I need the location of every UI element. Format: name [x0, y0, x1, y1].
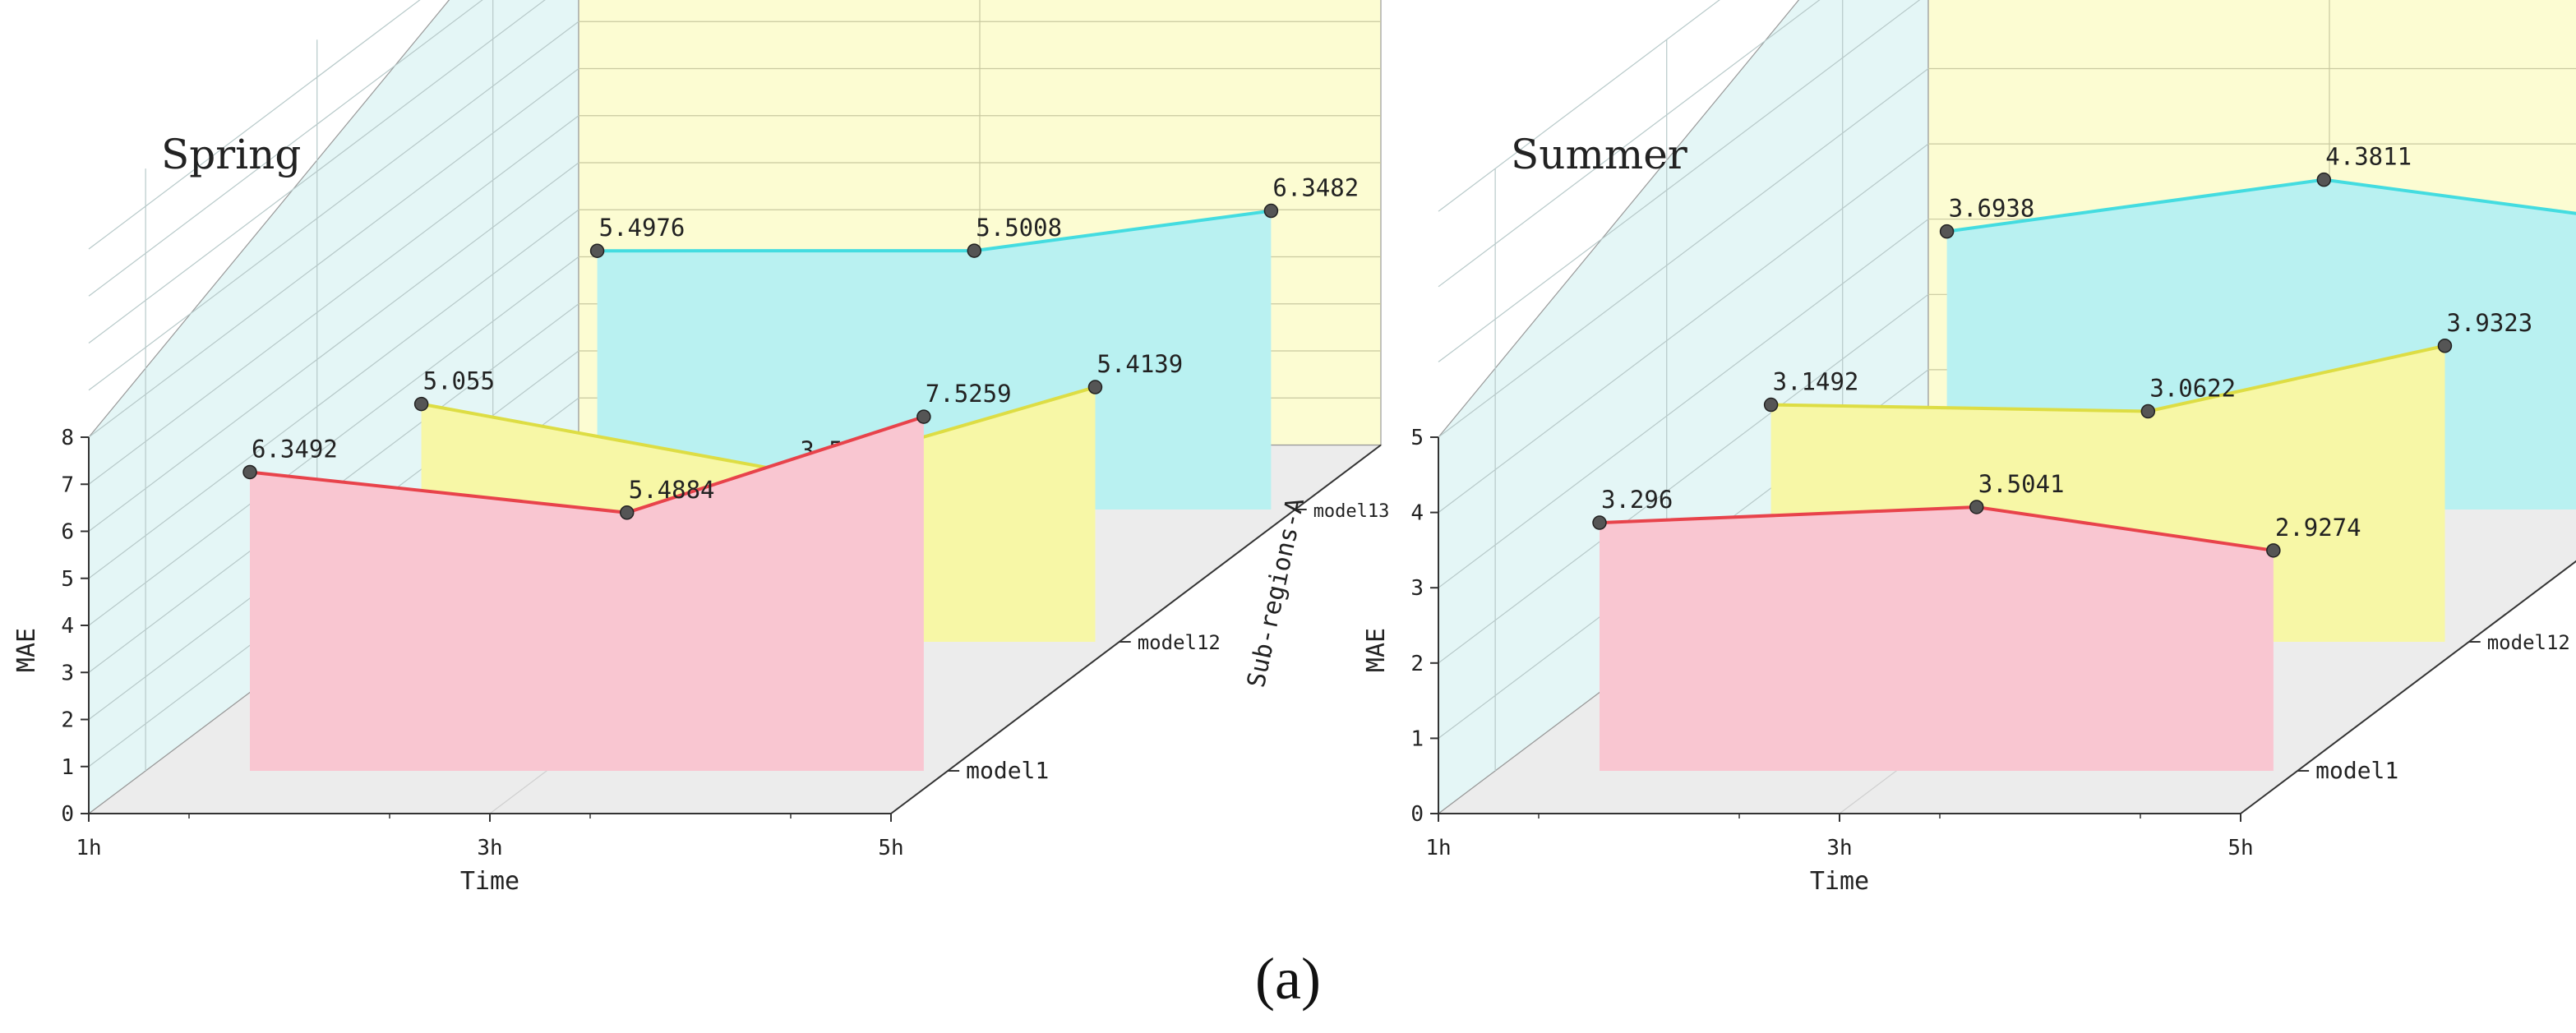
area-model13 — [597, 210, 1272, 510]
x-tick-label: 3h — [477, 836, 502, 860]
point-model12 — [413, 396, 429, 412]
chart-summer: 3.69384.38113.85413.14923.06223.93233.29… — [1362, 0, 2576, 896]
data-label: 4.3811 — [2325, 143, 2412, 171]
left-wall-gridline — [88, 209, 579, 579]
y-tick-label: 1 — [1410, 726, 1424, 751]
data-label: 3.5041 — [1978, 470, 2065, 498]
z-axis — [2240, 560, 2576, 814]
y-tick-label: 3 — [1410, 576, 1424, 601]
left-wall-gridline — [88, 21, 579, 391]
point-model1 — [2266, 543, 2281, 558]
data-label: 5.4976 — [599, 214, 686, 242]
point-model13 — [589, 243, 605, 258]
chart-spring: 5.49765.50086.34825.0553.58135.41396.349… — [12, 0, 1389, 896]
z-tick-label: model12 — [2487, 631, 2570, 654]
y-axis-title: MAE — [1362, 628, 1391, 672]
point-model1 — [1592, 515, 1607, 530]
point-model12 — [2140, 404, 2156, 419]
data-label: 5.5008 — [976, 214, 1062, 242]
x-tick-label: 3h — [1826, 836, 1852, 860]
z-tick-label: model1 — [966, 757, 1049, 784]
area-model1 — [250, 417, 924, 771]
point-model1 — [242, 464, 257, 480]
y-tick-label: 2 — [1410, 652, 1424, 676]
left-wall-gridline — [88, 0, 546, 344]
y-tick-label: 2 — [61, 708, 74, 733]
y-tick-label: 3 — [61, 661, 74, 685]
data-label: 5.055 — [423, 367, 495, 395]
data-label: 5.4884 — [629, 476, 715, 504]
left-wall-gridline — [88, 256, 579, 626]
left-wall-gridline — [88, 0, 421, 250]
data-label: 3.296 — [1601, 486, 1673, 514]
left-wall-gridline — [88, 0, 483, 297]
left-wall-gridline — [1438, 0, 1821, 288]
x-axis-title: Time — [1810, 867, 1869, 896]
left-wall-gridline — [88, 68, 579, 438]
data-label: 3.0622 — [2149, 375, 2236, 403]
left-wall-gridline — [1438, 143, 1929, 514]
x-axis-title: Time — [460, 867, 519, 896]
x-tick-label: 5h — [878, 836, 903, 860]
y-tick-label: 4 — [1410, 501, 1424, 526]
point-model1 — [916, 409, 931, 424]
left-wall-gridline — [88, 115, 579, 485]
x-tick-label: 1h — [76, 836, 101, 860]
data-label: 3.1492 — [1773, 368, 1859, 396]
y-axis-title: MAE — [12, 628, 41, 672]
z-tick-label: model1 — [2315, 757, 2398, 784]
point-model13 — [2316, 172, 2332, 187]
x-tick-label: 5h — [2227, 836, 2253, 860]
data-label: 2.9274 — [2275, 514, 2361, 542]
x-tick-label: 1h — [1425, 836, 1451, 860]
area-model1 — [1600, 507, 2274, 771]
left-wall-gridline — [1438, 68, 1929, 438]
chart-title: Summer — [1511, 131, 1687, 178]
y-tick-label: 1 — [61, 755, 74, 780]
data-label: 5.4139 — [1096, 350, 1183, 378]
point-model13 — [1939, 224, 1955, 239]
data-label: 3.6938 — [1949, 195, 2035, 223]
figure-caption: (a) — [1255, 946, 1321, 1012]
left-wall-gridline — [1438, 0, 1720, 212]
data-label: 7.5259 — [926, 380, 1012, 408]
y-tick-label: 7 — [61, 473, 74, 497]
y-tick-label: 5 — [61, 567, 74, 592]
point-model13 — [967, 243, 982, 258]
z-axis — [890, 444, 1382, 814]
data-label: 3.9323 — [2446, 309, 2532, 337]
y-tick-label: 6 — [61, 520, 74, 545]
y-tick-label: 8 — [61, 426, 74, 450]
left-wall-gridline — [88, 162, 579, 532]
left-wall-gridline — [1438, 0, 1921, 362]
point-model1 — [1969, 500, 1984, 514]
point-model12 — [1087, 380, 1103, 394]
point-model12 — [1763, 397, 1779, 413]
z-tick-label: model12 — [1138, 631, 1221, 654]
point-model13 — [1263, 203, 1279, 219]
chart-title: Spring — [161, 131, 301, 178]
data-label: 6.3492 — [252, 435, 338, 463]
y-tick-label: 0 — [1410, 802, 1424, 827]
data-label: 6.3482 — [1272, 174, 1359, 202]
y-tick-label: 5 — [1410, 426, 1424, 450]
left-wall-gridline — [1438, 219, 1929, 588]
z-tick-label: model13 — [1313, 501, 1390, 522]
y-tick-label: 4 — [61, 614, 74, 639]
y-tick-label: 0 — [61, 802, 74, 827]
point-model1 — [619, 505, 635, 520]
left-wall-gridline — [1438, 293, 1929, 664]
point-model12 — [2437, 339, 2453, 353]
